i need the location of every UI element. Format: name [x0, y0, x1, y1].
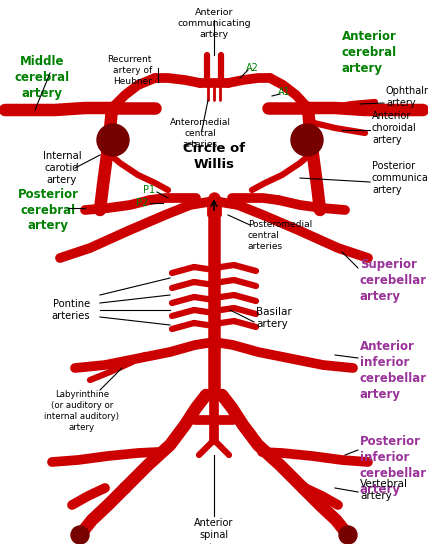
- Text: Anterior
cerebral
artery: Anterior cerebral artery: [342, 30, 397, 75]
- Text: Anteromedial
central
arteries: Anteromedial central arteries: [169, 118, 231, 149]
- Text: Middle
cerebral
artery: Middle cerebral artery: [15, 55, 70, 100]
- Text: Posterior
cerebral
artery: Posterior cerebral artery: [18, 188, 78, 232]
- Text: Ophthalmic
artery: Ophthalmic artery: [386, 86, 428, 108]
- Text: Internal
carotid
artery: Internal carotid artery: [43, 151, 81, 186]
- Text: P1: P1: [143, 185, 155, 195]
- Text: Posteromedial
central
arteries: Posteromedial central arteries: [248, 220, 312, 251]
- Text: Recurrent
artery of
Heubner: Recurrent artery of Heubner: [107, 55, 152, 86]
- Circle shape: [339, 526, 357, 544]
- Text: Circle of
Willis: Circle of Willis: [183, 141, 245, 170]
- Text: A1: A1: [278, 87, 291, 97]
- Text: Vertebral
artery: Vertebral artery: [360, 479, 408, 501]
- Text: Labyrinthine
(or auditory or
internal auditory)
artery: Labyrinthine (or auditory or internal au…: [45, 390, 119, 432]
- Text: Superior
cerebellar
artery: Superior cerebellar artery: [360, 258, 427, 303]
- Text: Posterior
inferior
cerebellar
artery: Posterior inferior cerebellar artery: [360, 435, 427, 496]
- Text: P2: P2: [136, 198, 148, 208]
- Text: Anterior
communicating
artery: Anterior communicating artery: [177, 8, 251, 39]
- Circle shape: [97, 124, 129, 156]
- Circle shape: [71, 526, 89, 544]
- Text: Anterior
choroidal
artery: Anterior choroidal artery: [372, 110, 417, 145]
- Text: A2: A2: [246, 63, 259, 73]
- Text: Pontine
arteries: Pontine arteries: [51, 299, 90, 321]
- Circle shape: [291, 124, 323, 156]
- Text: Anterior
spinal
artery: Anterior spinal artery: [194, 518, 234, 544]
- Text: Anterior
inferior
cerebellar
artery: Anterior inferior cerebellar artery: [360, 340, 427, 401]
- Text: Basilar
artery: Basilar artery: [256, 307, 292, 329]
- Text: Posterior
communicating
artery: Posterior communicating artery: [372, 160, 428, 195]
